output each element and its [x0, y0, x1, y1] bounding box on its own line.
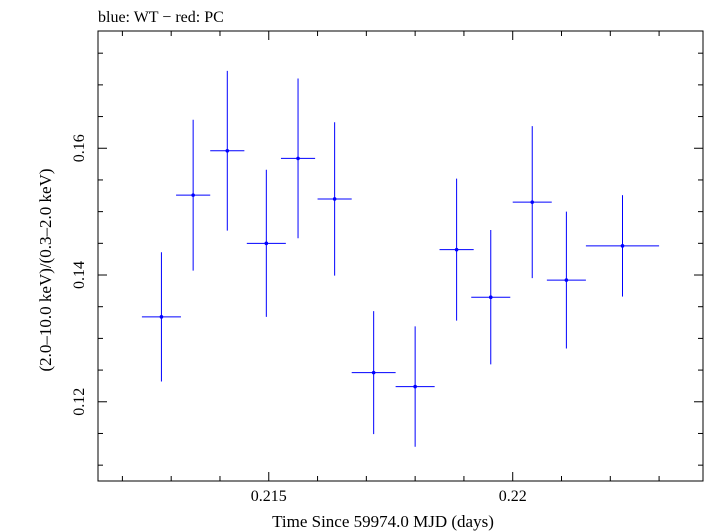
y-tick-label: 0.14 — [71, 261, 88, 289]
data-point — [439, 178, 474, 321]
data-point — [246, 169, 286, 317]
data-point — [546, 211, 586, 349]
data-point — [512, 126, 552, 279]
data-point — [395, 326, 435, 447]
chart-title: blue: WT − red: PC — [98, 9, 224, 26]
point-marker — [371, 370, 376, 375]
y-tick-label: 0.16 — [71, 134, 88, 162]
point-marker — [191, 193, 195, 197]
x-tick-label: 0.215 — [251, 488, 287, 505]
point-marker — [264, 241, 269, 246]
data-point — [176, 119, 211, 271]
data-point — [585, 195, 660, 297]
x-axis-label: Time Since 59974.0 MJD (days) — [272, 512, 494, 531]
y-tick-label: 0.12 — [71, 388, 88, 416]
data-point — [210, 70, 245, 231]
point-marker — [159, 315, 164, 319]
point-marker — [530, 200, 535, 204]
data-point — [317, 122, 352, 276]
data-point — [471, 230, 511, 365]
y-axis-label: (2.0–10.0 keV)/(0.3–2.0 keV) — [36, 168, 55, 371]
x-tick-label: 0.22 — [499, 488, 527, 505]
point-marker — [296, 156, 300, 161]
point-marker — [225, 148, 230, 153]
point-marker — [413, 384, 417, 389]
data-point — [141, 252, 181, 382]
data-points — [141, 70, 660, 447]
point-marker — [620, 244, 625, 248]
point-marker — [332, 197, 337, 201]
point-marker — [454, 247, 459, 252]
plot-frame — [97, 30, 704, 482]
data-point — [351, 311, 396, 435]
axis-ticks: 0.215 0.22 0.12 0.14 0.16 — [71, 31, 703, 505]
data-point — [280, 78, 316, 239]
point-marker — [488, 295, 493, 299]
point-marker — [564, 278, 569, 282]
